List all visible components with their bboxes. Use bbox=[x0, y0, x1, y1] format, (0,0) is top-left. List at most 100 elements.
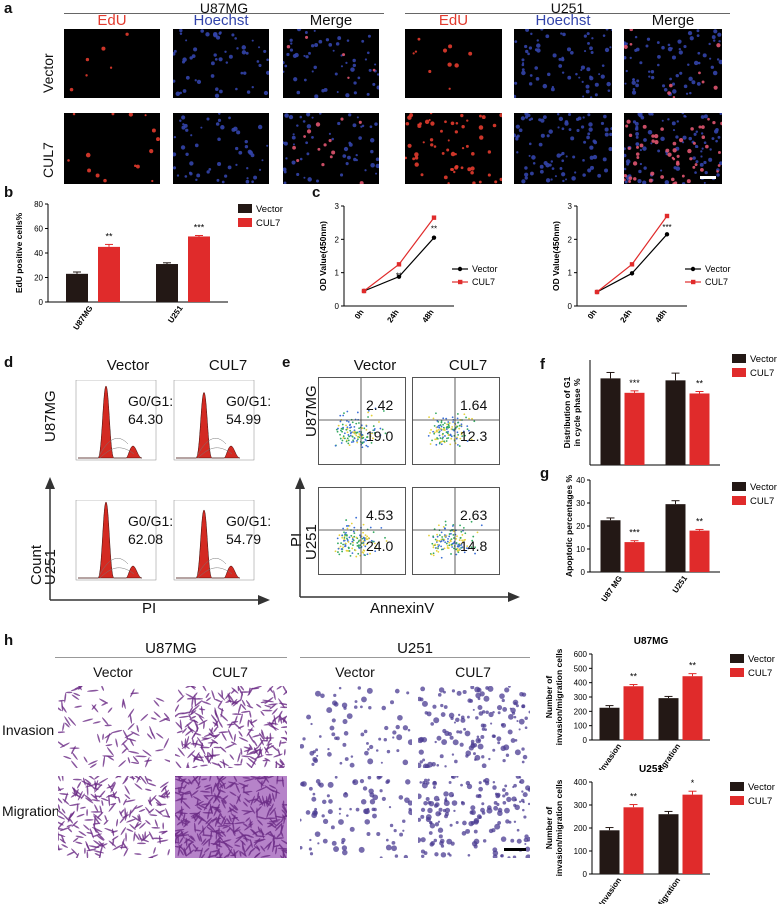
data-point bbox=[629, 271, 635, 276]
cell-cycle-histogram bbox=[75, 500, 157, 581]
group-underline bbox=[300, 657, 530, 658]
col-label-vector: Vector bbox=[106, 357, 150, 374]
legend-swatch bbox=[732, 482, 746, 491]
group-underline bbox=[55, 657, 287, 658]
data-point bbox=[396, 274, 402, 279]
bar-vector bbox=[156, 264, 178, 302]
legend-label: Vector bbox=[750, 354, 777, 365]
g0g1-value: 54.99 bbox=[226, 411, 262, 427]
legend-swatch bbox=[730, 796, 744, 805]
col-label-vector: Vector bbox=[353, 357, 397, 374]
significance-marker: * bbox=[630, 271, 633, 280]
significance-marker: *** bbox=[629, 528, 640, 538]
g0g1-label: G0/G1: bbox=[226, 393, 272, 409]
transwell-image bbox=[300, 686, 412, 768]
microscopy-image bbox=[173, 29, 269, 98]
legend-marker bbox=[457, 266, 463, 272]
chart-title: U251 bbox=[639, 764, 663, 775]
col-label-vector: Vector bbox=[335, 664, 375, 680]
y-tick-label: 30 bbox=[576, 499, 585, 508]
legend-swatch bbox=[238, 204, 252, 213]
x-tick-label: 0h bbox=[353, 308, 366, 321]
panel-label-g: g bbox=[540, 465, 550, 482]
legend-label: Vector bbox=[748, 782, 775, 793]
legend-label: CUL7 bbox=[256, 218, 280, 229]
bar-vector bbox=[665, 380, 686, 465]
bar-cul7 bbox=[623, 807, 644, 874]
microscopy-image bbox=[624, 113, 722, 184]
significance-marker: *** bbox=[194, 222, 205, 232]
legend-swatch bbox=[732, 354, 746, 363]
g0g1-value: 54.79 bbox=[226, 531, 262, 547]
y-tick-label: 400 bbox=[574, 679, 588, 688]
y-tick-label: 400 bbox=[574, 778, 588, 787]
legend-label: Vector bbox=[472, 264, 498, 274]
x-tick-label: 48h bbox=[653, 308, 668, 325]
legend-label: Vector bbox=[748, 654, 775, 665]
bar-vector bbox=[66, 273, 88, 302]
y-tick-label: 80 bbox=[34, 200, 43, 209]
data-point bbox=[629, 262, 635, 267]
flow-cytometry-plot bbox=[412, 487, 500, 575]
panel-label-e: e bbox=[282, 354, 291, 371]
row-label-u87mg: U87MG bbox=[42, 390, 59, 442]
channel-label-merge: Merge bbox=[651, 12, 695, 29]
channel-label-merge: Merge bbox=[309, 12, 353, 29]
y-tick-label: 200 bbox=[574, 707, 588, 716]
y-tick-label: 0 bbox=[39, 298, 44, 307]
y-axis-label: Distribution of G1 bbox=[562, 376, 572, 448]
legend-label: CUL7 bbox=[705, 277, 728, 287]
g0g1-label: G0/G1: bbox=[128, 393, 174, 409]
significance-marker: *** bbox=[662, 223, 671, 232]
y-tick-label: 0 bbox=[335, 302, 340, 311]
x-tick-label: 24h bbox=[618, 308, 633, 325]
y-tick-label: 40 bbox=[576, 476, 585, 485]
quadrant-lower-right-value: 24.0 bbox=[366, 538, 394, 554]
col-label-cul7: CUL7 bbox=[455, 664, 491, 680]
y-tick-label: 100 bbox=[574, 847, 588, 856]
transwell-image bbox=[175, 686, 287, 768]
y-tick-label: 3 bbox=[335, 202, 340, 211]
microscopy-image bbox=[283, 113, 379, 184]
bar-vector bbox=[600, 378, 621, 465]
apoptosis-bar-chart: 0 10 20 30 40 *** U87 MG ** U251 Apoptotic percen… bbox=[564, 475, 777, 604]
y-axis-label: OD Value(450nm) bbox=[318, 221, 328, 291]
transwell-image bbox=[418, 686, 530, 768]
data-point bbox=[361, 288, 367, 294]
microscopy-image bbox=[64, 29, 160, 98]
data-point bbox=[594, 289, 600, 295]
legend-label: Vector bbox=[256, 204, 283, 215]
microscopy-image bbox=[283, 29, 379, 98]
transwell-image bbox=[418, 776, 530, 858]
col-label-vector: Vector bbox=[93, 664, 133, 680]
legend-label: CUL7 bbox=[748, 668, 772, 679]
legend-swatch bbox=[732, 496, 746, 505]
x-tick-label: Migration bbox=[654, 876, 682, 904]
edu-positive-bar-chart: 0 20 40 60 80 ** U87MG *** U251 EdU positive cell… bbox=[14, 200, 283, 330]
data-point bbox=[431, 215, 437, 220]
bar-cul7 bbox=[682, 794, 703, 874]
y-tick-label: 1 bbox=[335, 269, 340, 278]
transwell-image bbox=[175, 776, 287, 858]
group-header-u87mg: U87MG bbox=[145, 640, 197, 657]
x-tick-label: 24h bbox=[385, 308, 400, 325]
legend-swatch bbox=[730, 654, 744, 663]
significance-marker: *** bbox=[629, 378, 640, 388]
u251-invasion-migration-chart: 0 100 200 300 400 ** Invasion * Migration Number … bbox=[544, 764, 775, 904]
quadrant-upper-right-value: 2.63 bbox=[460, 507, 488, 523]
y-tick-label: 0 bbox=[583, 736, 588, 745]
transwell-image bbox=[300, 776, 412, 858]
y-tick-label: 100 bbox=[574, 722, 588, 731]
data-point bbox=[664, 232, 670, 237]
y-tick-label: 0 bbox=[583, 870, 588, 879]
channel-label-edu: EdU bbox=[438, 12, 469, 29]
significance-marker: ** bbox=[431, 225, 437, 234]
transwell-image bbox=[58, 776, 170, 858]
y-tick-label: 2 bbox=[568, 235, 573, 244]
y-tick-label: 20 bbox=[34, 274, 43, 283]
y-tick-label: 300 bbox=[574, 693, 588, 702]
x-tick-label: U251 bbox=[671, 574, 690, 595]
panel-label-a: a bbox=[4, 0, 13, 17]
y-tick-label: 200 bbox=[574, 824, 588, 833]
bar-cul7 bbox=[623, 686, 644, 740]
